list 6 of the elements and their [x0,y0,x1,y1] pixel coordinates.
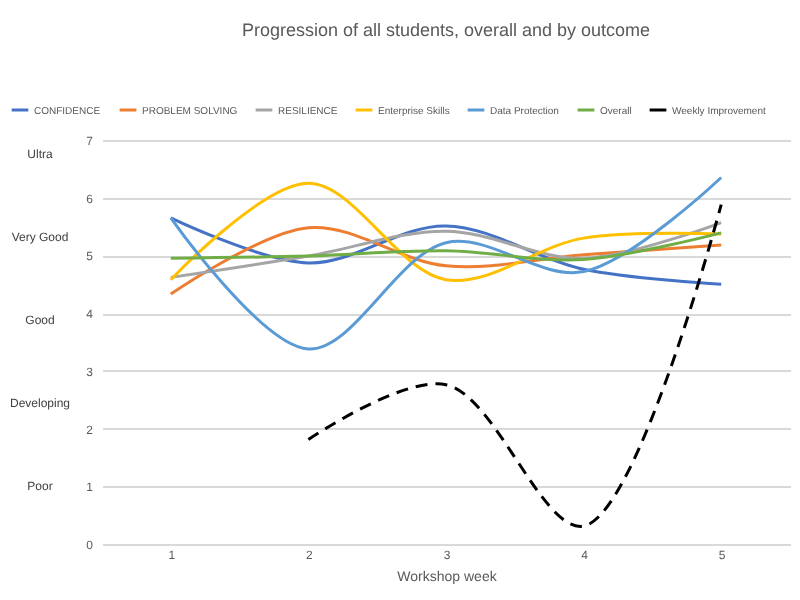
line-series [169,176,723,351]
line-series [169,181,723,282]
line-series [169,231,723,262]
chart-title: Progression of all students, overall and by outcome [241,20,651,40]
line-series [169,226,723,296]
line-series [306,203,723,528]
